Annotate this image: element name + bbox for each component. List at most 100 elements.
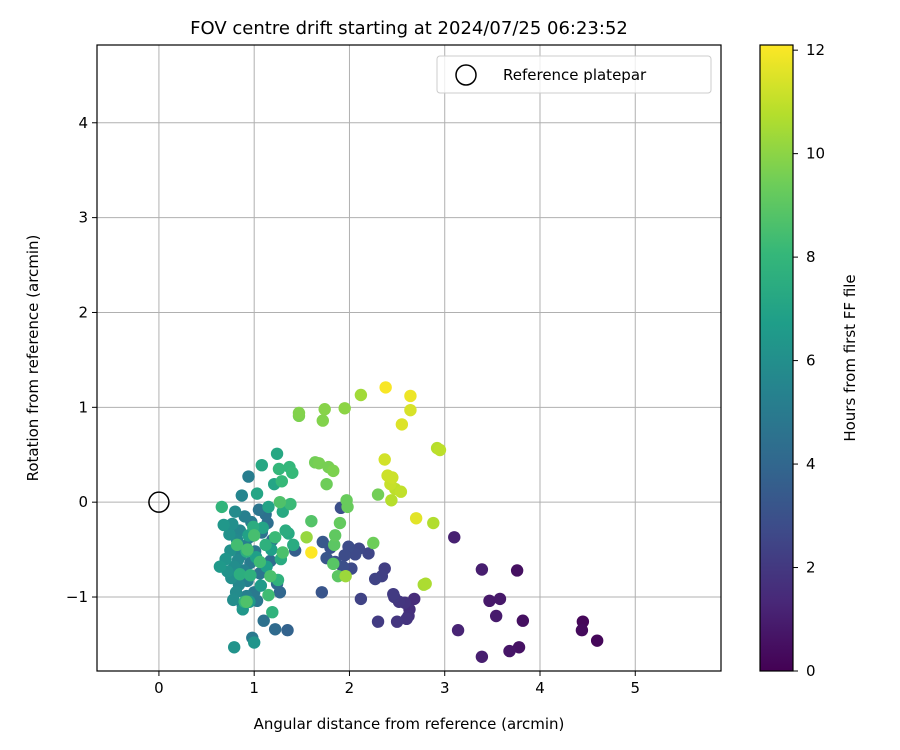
scatter-point bbox=[228, 505, 242, 518]
scatter-point bbox=[273, 495, 287, 509]
scatter-point bbox=[266, 605, 279, 619]
scatter-point bbox=[238, 510, 251, 523]
scatter-point bbox=[451, 624, 465, 637]
scatter-point bbox=[268, 531, 282, 544]
legend-marker-reference bbox=[455, 64, 477, 86]
scatter-point bbox=[404, 403, 417, 417]
scatter-point bbox=[215, 500, 228, 514]
y-tick-label: 3 bbox=[78, 209, 88, 227]
scatter-point bbox=[316, 414, 329, 427]
scatter-point bbox=[315, 586, 329, 599]
scatter-point bbox=[250, 487, 264, 500]
scatter-point bbox=[300, 531, 313, 544]
scatter-point bbox=[227, 641, 241, 654]
scatter-point bbox=[247, 636, 261, 649]
legend-box bbox=[436, 55, 712, 94]
scatter-point bbox=[333, 516, 347, 530]
scatter-point bbox=[510, 564, 524, 577]
scatter-point bbox=[262, 588, 275, 602]
colorbar-tick-label: 12 bbox=[806, 41, 825, 59]
scatter-point bbox=[371, 615, 385, 628]
colorbar-frame bbox=[759, 44, 794, 672]
chart-title: FOV centre drift starting at 2024/07/25 … bbox=[190, 18, 628, 39]
plot-area: 0 1 2 3 4 5 −1 0 1 2 3 4 bbox=[66, 44, 722, 697]
colorbar-tick-label: 10 bbox=[806, 145, 825, 163]
colorbar-tick-label: 6 bbox=[806, 352, 816, 370]
scatter-point bbox=[354, 592, 368, 606]
x-tick-label: 5 bbox=[630, 679, 640, 697]
scatter-point bbox=[368, 572, 382, 586]
x-tick-label: 1 bbox=[249, 679, 259, 697]
scatter-point bbox=[367, 536, 380, 550]
y-tick-label: 1 bbox=[78, 398, 88, 416]
reference-platepar-marker bbox=[148, 491, 170, 513]
scatter-point bbox=[590, 634, 604, 647]
scatter-point bbox=[281, 624, 294, 637]
legend: Reference platepar bbox=[436, 55, 712, 94]
scatter-point bbox=[254, 579, 268, 592]
scatter-point bbox=[390, 615, 404, 628]
scatter-point bbox=[427, 516, 440, 530]
scatter-point bbox=[341, 500, 354, 514]
scatter-point bbox=[252, 503, 266, 516]
scatter-point bbox=[253, 555, 267, 569]
scatter-point bbox=[419, 577, 432, 590]
scatter-point bbox=[338, 402, 351, 415]
scatter-point bbox=[408, 592, 421, 606]
x-tick-label: 4 bbox=[535, 679, 545, 697]
scatter-point bbox=[213, 560, 227, 573]
scatter-point bbox=[241, 543, 254, 556]
scatter-point bbox=[378, 453, 391, 466]
scatter-point bbox=[327, 464, 340, 478]
scatter-point bbox=[287, 538, 300, 552]
scatter-point bbox=[489, 609, 503, 623]
scatter-point bbox=[339, 569, 352, 583]
scatter-point bbox=[268, 623, 282, 636]
scatter-point bbox=[409, 512, 423, 525]
scatter-point bbox=[305, 546, 318, 559]
scatter-point bbox=[247, 529, 261, 542]
y-tick-label: 2 bbox=[78, 303, 88, 321]
x-axis-label: Angular distance from reference (arcmin) bbox=[254, 715, 565, 733]
scatter-point bbox=[433, 443, 447, 457]
scatter-point bbox=[270, 447, 284, 460]
y-tick-label: 0 bbox=[78, 493, 88, 511]
colorbar-tick-label: 0 bbox=[806, 662, 816, 680]
scatter-point bbox=[386, 471, 399, 484]
scatter-points bbox=[213, 381, 604, 663]
scatter-point bbox=[305, 514, 318, 528]
scatter-point bbox=[512, 641, 526, 654]
scatter-point bbox=[292, 406, 306, 420]
scatter-point bbox=[320, 477, 333, 491]
scatter-point bbox=[272, 462, 286, 476]
legend-entry-reference: Reference platepar bbox=[503, 66, 647, 84]
scatter-point bbox=[394, 485, 408, 498]
colorbar-tick-label: 4 bbox=[806, 455, 816, 473]
scatter-point bbox=[575, 624, 589, 637]
scatter-point bbox=[240, 595, 253, 608]
scatter-point bbox=[235, 489, 249, 502]
colorbar-tick-label: 8 bbox=[806, 248, 816, 266]
scatter-point bbox=[286, 466, 299, 479]
scatter-point bbox=[276, 505, 289, 518]
y-tick-label: 4 bbox=[78, 114, 88, 132]
scatter-point bbox=[264, 569, 277, 583]
scatter-point bbox=[362, 547, 375, 560]
scatter-point bbox=[230, 538, 244, 552]
scatter-point bbox=[275, 475, 289, 488]
colorbar-ticks: 0 2 4 6 8 10 12 bbox=[793, 41, 825, 680]
scatter-point bbox=[404, 389, 417, 403]
scatter-point bbox=[223, 528, 236, 541]
scatter-point bbox=[379, 381, 392, 394]
scatter-point bbox=[227, 593, 240, 607]
scatter-point bbox=[284, 497, 297, 511]
scatter-point bbox=[371, 488, 385, 501]
scatter-point bbox=[493, 592, 507, 606]
colorbar: 0 2 4 6 8 10 12 Hours from first FF file bbox=[759, 41, 859, 680]
scatter-point bbox=[328, 538, 341, 552]
scatter-point bbox=[354, 388, 368, 402]
scatter-point bbox=[318, 403, 331, 416]
scatter-point bbox=[448, 531, 461, 544]
scatter-point bbox=[338, 549, 351, 562]
scatter-point bbox=[262, 500, 275, 514]
